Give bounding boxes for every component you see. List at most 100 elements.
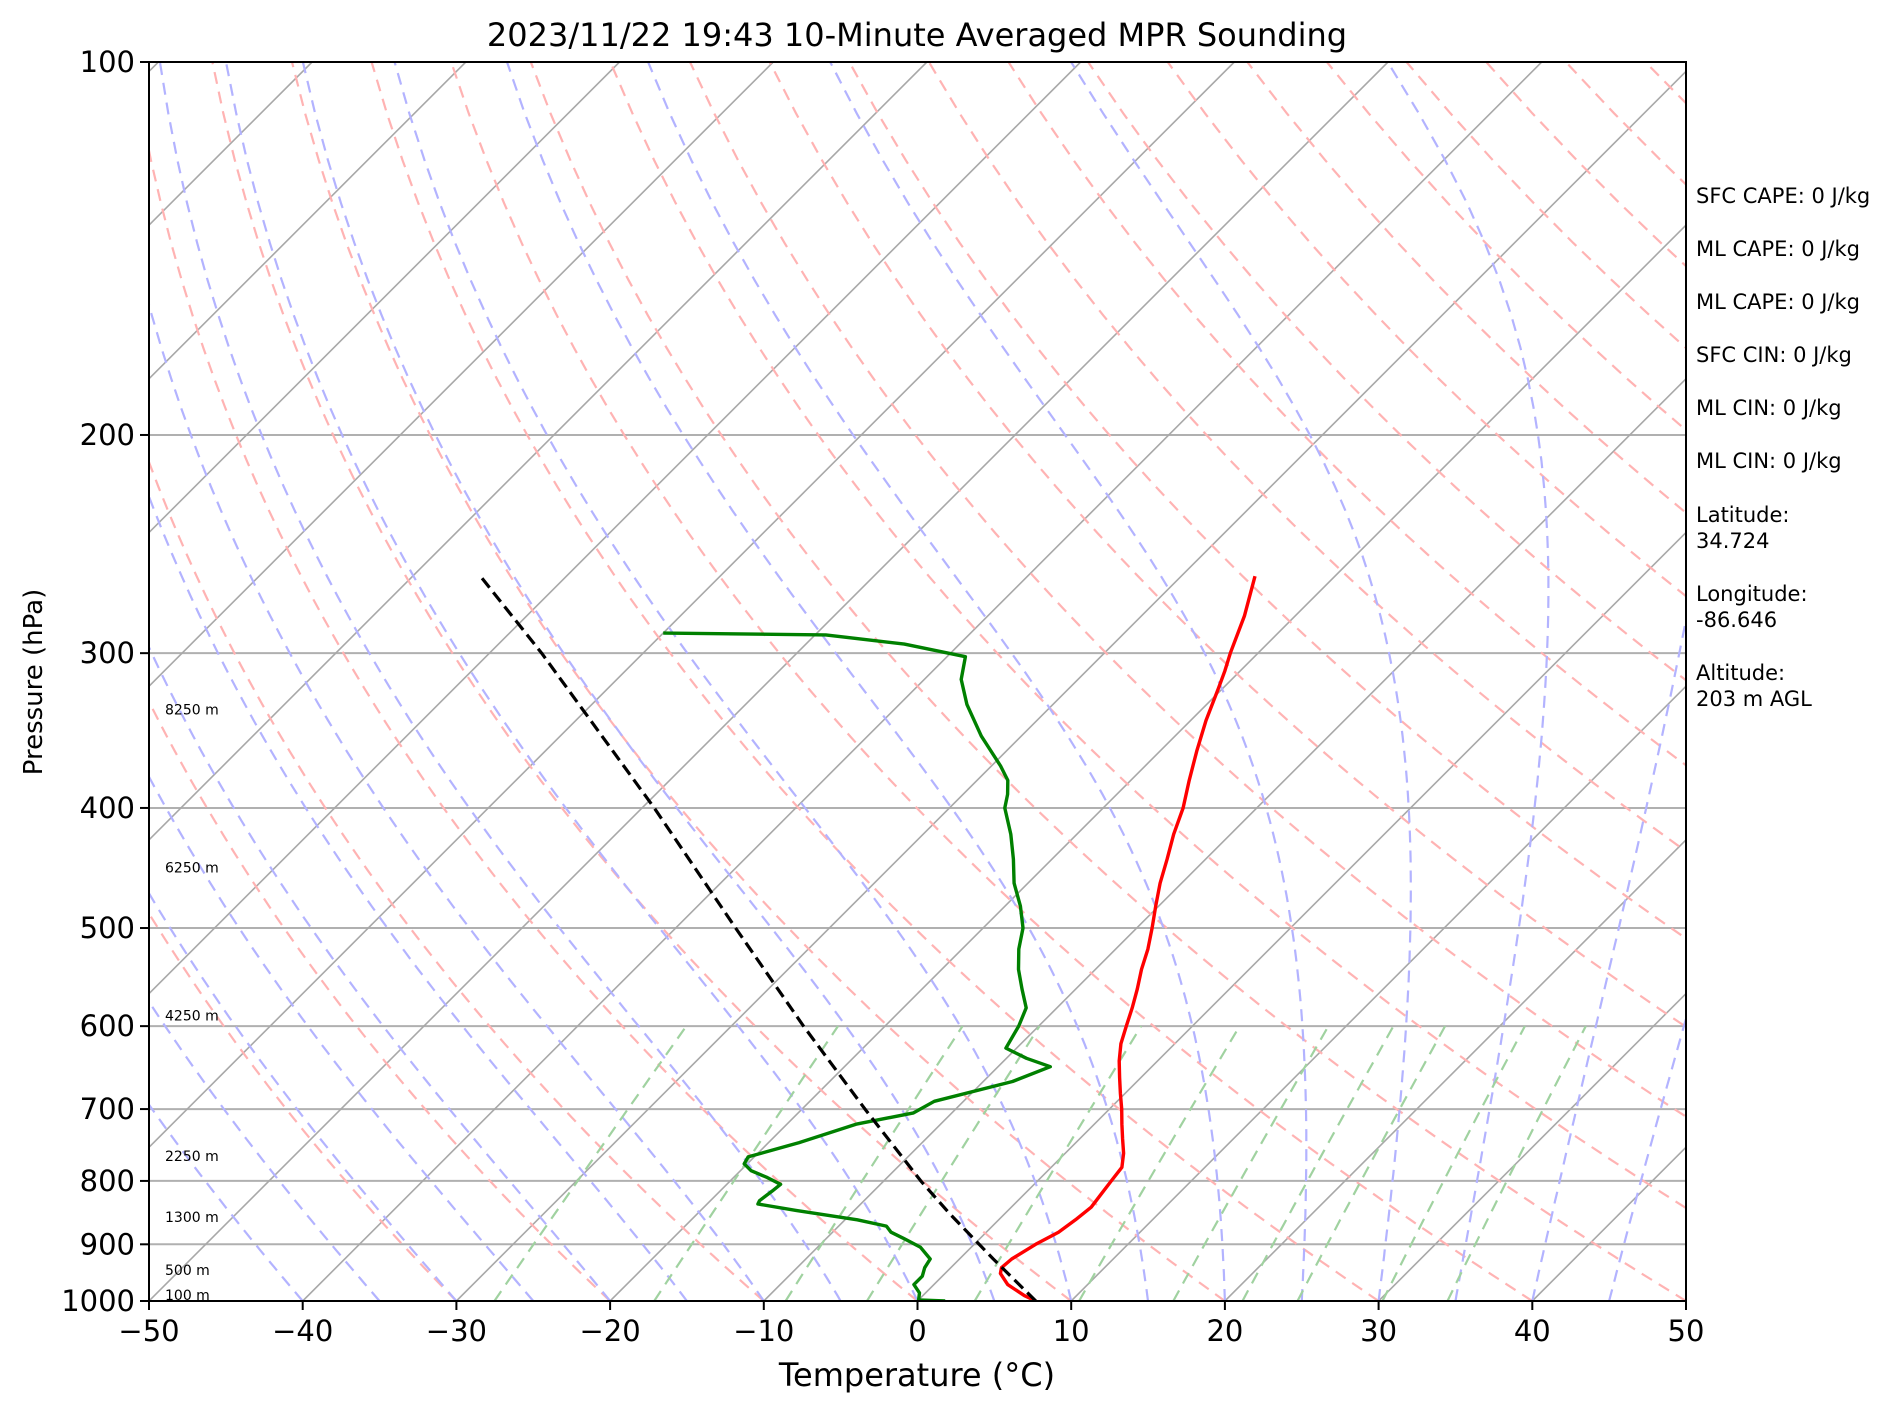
dry-adiabat xyxy=(149,699,611,1301)
stat-text: 34.724 xyxy=(1696,529,1769,553)
reference-lines xyxy=(149,62,1686,1301)
parcel-line xyxy=(479,575,1037,1301)
moist-adiabat xyxy=(647,62,1226,1301)
height-label: 4250 m xyxy=(165,1009,219,1025)
moist-adiabat xyxy=(1070,62,1412,1301)
series-lines xyxy=(479,575,1257,1301)
moist-adiabat xyxy=(505,62,1150,1301)
stat-text: Latitude: xyxy=(1696,503,1790,527)
mixing-ratio-line xyxy=(1296,1025,1447,1301)
stat-text: ML CAPE: 0 J/kg xyxy=(1696,237,1860,261)
moist-adiabat xyxy=(158,62,842,1301)
height-label: 1300 m xyxy=(165,1210,219,1226)
x-tick-label: 30 xyxy=(1360,1314,1397,1348)
isotherm-line xyxy=(1224,838,1686,1301)
dry-adiabat xyxy=(149,459,765,1301)
height-label: 500 m xyxy=(165,1263,210,1279)
height-label: 8250 m xyxy=(165,703,219,719)
isotherm-line xyxy=(1070,685,1686,1301)
isotherm-line xyxy=(149,62,467,380)
isotherm-line xyxy=(149,62,1082,995)
stat-text: SFC CIN: 0 J/kg xyxy=(1696,343,1852,367)
x-axis: −50 −40 −30 −20 −10 0 10 20 30 40 50 xyxy=(118,1301,1704,1348)
isotherm-line xyxy=(455,70,1686,1301)
chart-title: 2023/11/22 19:43 10-Minute Averaged MPR … xyxy=(487,16,1347,54)
height-label: 6250 m xyxy=(165,861,219,877)
stat-text: ML CAPE: 0 J/kg xyxy=(1696,290,1860,314)
dry-adiabat xyxy=(211,62,1072,1301)
mixing-ratio-line xyxy=(1172,1025,1330,1301)
temperature-line xyxy=(998,575,1257,1301)
y-tick-label: 700 xyxy=(80,1092,135,1126)
mixing-ratio-line xyxy=(1381,1025,1526,1301)
dewpoint-line xyxy=(663,631,1053,1301)
moist-adiabat xyxy=(224,62,919,1301)
x-tick-label: −10 xyxy=(733,1314,794,1348)
y-tick-label: 100 xyxy=(80,45,135,79)
x-tick-label: 0 xyxy=(908,1314,926,1348)
x-tick-label: 10 xyxy=(1053,1314,1090,1348)
y-axis: 100 200 300 400 500 600 700 800 900 1000 xyxy=(61,45,149,1318)
isotherm-line xyxy=(149,62,621,534)
stat-text: SFC CAPE: 0 J/kg xyxy=(1696,184,1870,208)
x-tick-label: −20 xyxy=(579,1314,640,1348)
dry-adiabat xyxy=(1087,62,1686,682)
isotherm-line xyxy=(763,377,1686,1301)
dry-adiabat xyxy=(370,62,1380,1301)
dry-adiabat xyxy=(1007,62,1686,767)
x-tick-label: 20 xyxy=(1206,1314,1243,1348)
stat-text: 203 m AGL xyxy=(1696,687,1812,711)
moist-adiabat xyxy=(1386,62,1550,1301)
y-tick-label: 900 xyxy=(80,1227,135,1261)
moist-adiabat xyxy=(149,300,765,1301)
y-tick-label: 800 xyxy=(80,1164,135,1198)
dry-adiabat xyxy=(529,62,1686,1301)
moist-adiabat xyxy=(393,62,1073,1301)
x-tick-label: −40 xyxy=(272,1314,333,1348)
y-tick-label: 600 xyxy=(80,1009,135,1043)
dry-adiabat xyxy=(689,62,1686,1118)
isotherm-line xyxy=(149,62,774,688)
moist-adiabat xyxy=(829,62,1308,1301)
moist-adiabat xyxy=(149,493,688,1301)
moist-adiabat xyxy=(1608,1014,1686,1301)
mixing-ratio-line xyxy=(866,1025,1041,1301)
x-axis-title: Temperature (°C) xyxy=(778,1356,1055,1394)
moist-adiabat xyxy=(149,891,458,1301)
isotherm-line xyxy=(609,223,1686,1301)
dry-adiabat xyxy=(290,62,1226,1301)
y-axis-title: Pressure (hPa) xyxy=(19,589,49,776)
stat-text: ML CIN: 0 J/kg xyxy=(1696,449,1842,473)
isotherm-line xyxy=(916,531,1686,1301)
y-tick-label: 500 xyxy=(80,911,135,945)
mixing-ratio-line xyxy=(973,1025,1143,1301)
mixing-ratio-line xyxy=(1241,1025,1395,1301)
stat-text: -86.646 xyxy=(1696,608,1777,632)
isotherm-line xyxy=(149,62,928,842)
stat-text: Longitude: xyxy=(1696,582,1808,606)
dry-adiabat xyxy=(149,145,919,1301)
mixing-ratio-line xyxy=(1078,1025,1241,1301)
isotherm-line xyxy=(149,62,1235,1149)
x-tick-label: 50 xyxy=(1668,1314,1705,1348)
dry-adiabat xyxy=(1166,62,1686,598)
stat-text: ML CIN: 0 J/kg xyxy=(1696,396,1842,420)
x-tick-label: −50 xyxy=(118,1314,179,1348)
y-tick-label: 300 xyxy=(80,636,135,670)
dry-adiabat xyxy=(609,62,1686,1210)
y-tick-label: 200 xyxy=(80,418,135,452)
dry-adiabat xyxy=(450,62,1533,1301)
x-tick-label: −30 xyxy=(426,1314,487,1348)
mixing-ratio-line xyxy=(784,1025,964,1301)
mixing-ratio-line xyxy=(653,1025,839,1301)
isotherm-line xyxy=(149,62,1389,1301)
moist-adiabat xyxy=(1531,613,1686,1301)
y-tick-label: 1000 xyxy=(61,1284,135,1318)
stats-panel: SFC CAPE: 0 J/kg ML CAPE: 0 J/kg ML CAPE: … xyxy=(1696,184,1870,711)
mixing-ratio-line xyxy=(1446,1025,1587,1301)
y-tick-label: 400 xyxy=(80,791,135,825)
stat-text: Altitude: xyxy=(1696,661,1785,685)
moist-adiabat xyxy=(301,62,996,1301)
